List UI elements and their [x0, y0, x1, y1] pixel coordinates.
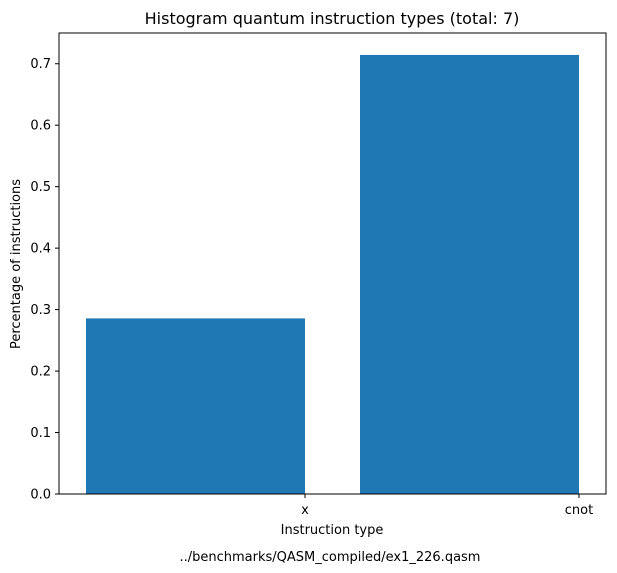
- y-tick-label: 0.3: [30, 303, 51, 318]
- y-tick-label: 0.7: [30, 57, 51, 72]
- x-axis-label: Instruction type: [281, 523, 384, 538]
- y-tick-label: 0.2: [30, 365, 51, 380]
- y-tick-label: 0.4: [30, 242, 51, 257]
- chart-title: Histogram quantum instruction types (tot…: [145, 9, 520, 28]
- x-axis-ticks: x cnot: [301, 494, 593, 518]
- figure-caption: ../benchmarks/QASM_compiled/ex1_226.qasm: [180, 550, 481, 565]
- x-tick-label-x: x: [301, 503, 309, 518]
- bars-group: [86, 54, 579, 494]
- bar-cnot: [360, 54, 579, 494]
- y-tick-label: 0.0: [30, 488, 51, 503]
- bar-x: [86, 318, 305, 494]
- plot-frame: [58, 32, 607, 495]
- y-tick-label: 0.6: [30, 119, 51, 134]
- y-axis-label: Percentage of instructions: [9, 179, 24, 349]
- y-tick-label: 0.5: [30, 180, 51, 195]
- y-tick-label: 0.1: [30, 426, 51, 441]
- y-axis-ticks: 0.0 0.1 0.2 0.3 0.4 0.5 0.6 0.7: [30, 57, 59, 503]
- x-tick-label-cnot: cnot: [565, 503, 593, 518]
